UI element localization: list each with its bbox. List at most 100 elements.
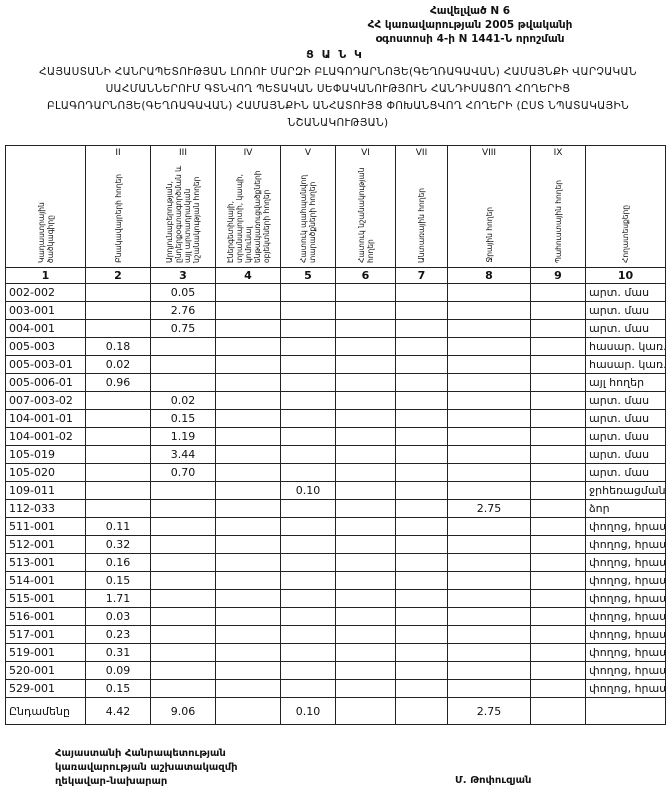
- empty-cell: [447, 571, 531, 590]
- column-number: 6: [335, 267, 396, 284]
- empty-cell: [395, 319, 448, 338]
- annex-line: օգոստոսի 4-ի N 1441-Ն որոշման: [375, 33, 565, 45]
- empty-cell: [335, 625, 396, 644]
- empty-cell: [280, 607, 336, 626]
- empty-cell: [280, 625, 336, 644]
- column-header: Հողատեսքերը: [585, 145, 666, 268]
- data-row: 004-001 0.75 արտ. մաս: [5, 319, 666, 338]
- code-cell: 104-001-02: [5, 427, 86, 446]
- column-number: 5: [280, 267, 336, 284]
- empty-cell: [280, 337, 336, 356]
- data-row: 005-006-01 0.96 այլ հողեր: [5, 373, 666, 392]
- code-cell: 112-033: [5, 499, 86, 518]
- empty-cell: [280, 679, 336, 698]
- header-text: Պահուստային հողեր: [553, 179, 563, 263]
- header-text: Հատուկ նշանակության հողեր: [356, 167, 375, 263]
- empty-cell: [447, 643, 531, 662]
- area-cell: 0.15: [85, 571, 151, 590]
- empty-cell: [447, 481, 531, 500]
- empty-cell: [530, 535, 586, 554]
- data-row: 104-001-02 1.19 արտ. մաս: [5, 427, 666, 446]
- data-row: 511-001 0.11 փողոց, հրապ.: [5, 517, 666, 536]
- empty-cell: [150, 589, 216, 608]
- area-cell: 1.19: [150, 427, 216, 446]
- empty-cell: [530, 391, 586, 410]
- header-text: Բնակավայրերի հողեր: [113, 174, 123, 263]
- empty-cell: [280, 445, 336, 464]
- land-type-cell: փողոց, հրապ.: [585, 679, 666, 698]
- empty-cell: [215, 445, 281, 464]
- empty-cell: [215, 607, 281, 626]
- empty-cell: [215, 589, 281, 608]
- empty-cell: [530, 445, 586, 464]
- empty-cell: [530, 373, 586, 392]
- data-row: 519-001 0.31 փողոց, հրապ.: [5, 643, 666, 662]
- area-cell: 0.75: [150, 319, 216, 338]
- area-cell: 0.15: [85, 679, 151, 698]
- empty-cell: [395, 391, 448, 410]
- empty-cell: [447, 535, 531, 554]
- empty-cell: [85, 283, 151, 302]
- empty-cell: [335, 661, 396, 680]
- land-type-cell: փողոց, հրապ.: [585, 625, 666, 644]
- roman-numeral: III: [179, 148, 187, 158]
- title: Ց Ա Ն Կ: [306, 48, 364, 61]
- code-cell: 515-001: [5, 589, 86, 608]
- empty-cell: [215, 409, 281, 428]
- empty-cell: [395, 661, 448, 680]
- empty-cell: [215, 391, 281, 410]
- area-cell: 0.96: [85, 373, 151, 392]
- empty-cell: [215, 661, 281, 680]
- empty-cell: [335, 499, 396, 518]
- area-cell: 0.09: [85, 661, 151, 680]
- empty-cell: [335, 553, 396, 572]
- empty-cell: [335, 571, 396, 590]
- empty-cell: [215, 337, 281, 356]
- empty-cell: [215, 355, 281, 374]
- land-type-cell: փողոց, հրապ.: [585, 571, 666, 590]
- empty-cell: [215, 427, 281, 446]
- empty-cell: [530, 697, 586, 725]
- empty-cell: [150, 625, 216, 644]
- empty-cell: [280, 517, 336, 536]
- empty-cell: [447, 661, 531, 680]
- empty-cell: [395, 499, 448, 518]
- empty-cell: [395, 337, 448, 356]
- empty-cell: [335, 607, 396, 626]
- data-row: 112-033 2.75 ձոր: [5, 499, 666, 518]
- empty-cell: [150, 517, 216, 536]
- column-header: IV Էներգետիկայի, տրանսպորտի, կապի, կոմուն…: [215, 145, 281, 268]
- empty-cell: [395, 679, 448, 698]
- roman-numeral: VI: [361, 148, 370, 158]
- area-cell: 2.76: [150, 301, 216, 320]
- empty-cell: [335, 301, 396, 320]
- table-body: Կադաստրային ծածկագիրը II Բնակավայրերի հողե…: [5, 145, 666, 725]
- empty-cell: [280, 319, 336, 338]
- land-type-cell: արտ. մաս: [585, 391, 666, 410]
- area-cell: 0.11: [85, 517, 151, 536]
- empty-cell: [530, 499, 586, 518]
- empty-cell: [530, 571, 586, 590]
- empty-cell: [530, 607, 586, 626]
- code-cell: 109-011: [5, 481, 86, 500]
- empty-cell: [530, 283, 586, 302]
- empty-cell: [395, 643, 448, 662]
- data-row: 520-001 0.09 փողոց, հրապ.: [5, 661, 666, 680]
- signature-position: Հայաստանի Հանրապետության կառավարության աշ…: [55, 747, 238, 789]
- area-cell: 0.10: [280, 481, 336, 500]
- annex-line: Հավելված N 6: [429, 5, 511, 17]
- area-cell: 0.02: [85, 355, 151, 374]
- empty-cell: [280, 643, 336, 662]
- empty-cell: [150, 553, 216, 572]
- column-number: 10: [585, 267, 666, 284]
- code-cell: 005-006-01: [5, 373, 86, 392]
- empty-cell: [447, 427, 531, 446]
- footer-line: ղեկավար-նախարար: [55, 776, 168, 787]
- land-type-cell: փողոց, հրապ.: [585, 661, 666, 680]
- empty-cell: [85, 499, 151, 518]
- empty-cell: [335, 427, 396, 446]
- land-type-cell: արտ. մաս: [585, 463, 666, 482]
- data-row: 003-001 2.76 արտ. մաս: [5, 301, 666, 320]
- empty-cell: [395, 463, 448, 482]
- empty-cell: [335, 697, 396, 725]
